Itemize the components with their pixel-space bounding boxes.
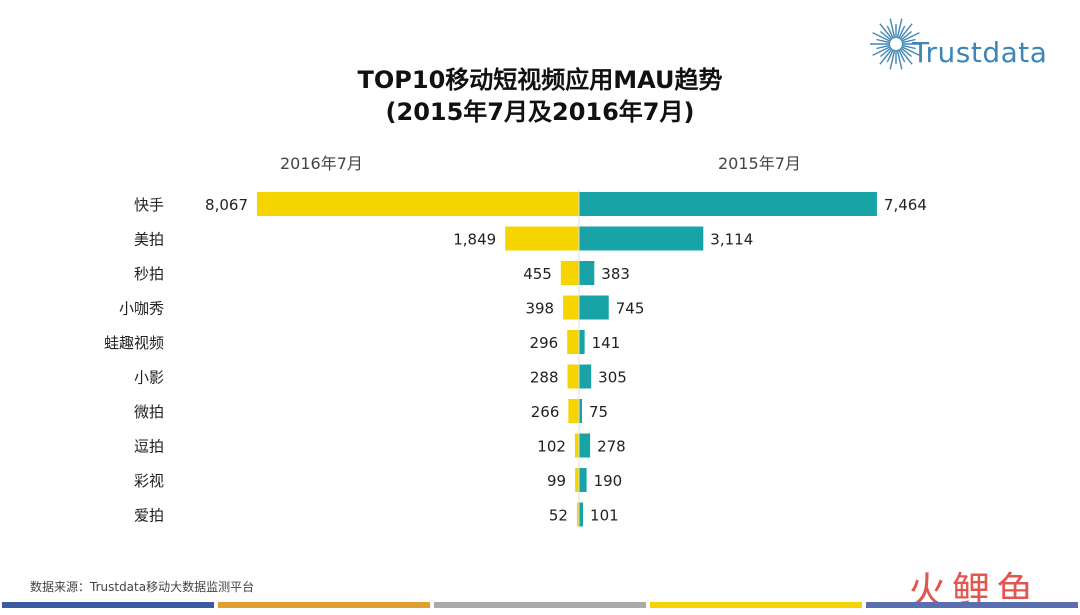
data-label-right: 3,114	[710, 231, 753, 249]
category-label: 微拍	[134, 403, 164, 421]
logo-ray	[901, 32, 920, 43]
bar-right	[579, 261, 595, 285]
bar-left	[505, 226, 579, 251]
logo-ray	[897, 49, 906, 63]
logo-ray	[872, 32, 891, 43]
logo-ray	[886, 49, 895, 63]
data-label-left: 296	[530, 334, 559, 352]
bar-left	[567, 364, 579, 389]
bar-right	[579, 226, 704, 251]
bar-right	[579, 502, 584, 527]
bar-right	[579, 192, 877, 216]
legend-left-series: 2016年7月	[280, 154, 363, 173]
data-label-left: 8,067	[205, 196, 248, 214]
bar-left	[576, 502, 579, 527]
bar-right	[579, 295, 609, 320]
data-label-right: 305	[598, 369, 627, 387]
logo-ray	[901, 38, 916, 44]
bar-right	[579, 330, 585, 354]
logo-ray	[901, 44, 916, 50]
data-label-right: 7,464	[884, 196, 927, 214]
data-label-left: 99	[547, 472, 566, 490]
logo-ray	[901, 45, 920, 56]
footer-segment	[866, 602, 1078, 608]
trustdata-logo-icon	[870, 18, 922, 70]
data-label-right: 75	[589, 403, 608, 421]
logo-ray	[899, 48, 913, 65]
logo-ray	[876, 44, 891, 50]
logo-ray	[879, 23, 893, 40]
bar-left	[567, 330, 579, 354]
category-label: 快手	[134, 196, 164, 214]
bar-right	[579, 468, 587, 492]
data-label-right: 101	[590, 507, 619, 525]
data-label-right: 190	[594, 472, 623, 490]
legend-right-series: 2015年7月	[718, 154, 801, 173]
data-label-left: 266	[531, 403, 560, 421]
data-label-right: 745	[616, 300, 645, 318]
data-label-right: 383	[601, 265, 630, 283]
logo-ray	[879, 48, 893, 65]
logo-ray	[896, 18, 903, 39]
logo-ray	[897, 25, 906, 39]
category-label: 逗拍	[134, 438, 164, 456]
data-label-left: 398	[525, 300, 554, 318]
logo-text: Trustdata	[912, 36, 1048, 69]
logo-ray	[900, 30, 913, 41]
footer-segment	[434, 602, 646, 608]
logo-ray	[889, 49, 896, 70]
bar-right	[579, 399, 582, 423]
bar-left	[575, 468, 579, 492]
bar-left	[560, 261, 579, 285]
logo-ray	[899, 23, 913, 40]
footer-segment	[2, 602, 214, 608]
logo-ray	[900, 47, 913, 58]
chart-title: TOP10移动短视频应用MAU趋势	[357, 66, 723, 94]
category-label: 爱拍	[134, 507, 164, 525]
bar-left	[574, 433, 579, 458]
logo-ray	[876, 38, 891, 44]
bar-right	[579, 364, 592, 389]
butterfly-bar-chart: 快手 8,067 7,464 美拍 1,849 3,114 秒拍 455 383 小咖秀 398 74…	[104, 190, 927, 529]
category-label: 小影	[134, 369, 164, 387]
footer-segment	[650, 602, 862, 608]
bar-left	[257, 192, 579, 216]
bar-left	[563, 295, 579, 320]
data-label-left: 1,849	[453, 231, 496, 249]
data-label-left: 52	[549, 507, 568, 525]
logo-ray	[879, 47, 892, 58]
bar-right	[579, 433, 591, 458]
data-label-right: 278	[597, 438, 626, 456]
data-label-left: 455	[523, 265, 552, 283]
bar-left	[568, 399, 579, 423]
data-label-left: 102	[537, 438, 566, 456]
logo-ray	[889, 18, 896, 39]
logo-ray	[879, 30, 892, 41]
category-label: 秒拍	[134, 265, 164, 283]
category-label: 美拍	[134, 231, 164, 249]
logo-ray	[886, 25, 895, 39]
category-label: 蛙趣视频	[104, 334, 164, 352]
logo-ray	[896, 49, 903, 70]
category-label: 彩视	[134, 472, 164, 490]
chart-subtitle: (2015年7月及2016年7月)	[385, 98, 695, 126]
data-label-right: 141	[592, 334, 621, 352]
footer-segment	[218, 602, 430, 608]
category-label: 小咖秀	[119, 300, 164, 318]
data-label-left: 288	[530, 369, 559, 387]
logo-ray	[872, 45, 891, 56]
source-note: 数据来源：Trustdata移动大数据监测平台	[30, 580, 255, 594]
